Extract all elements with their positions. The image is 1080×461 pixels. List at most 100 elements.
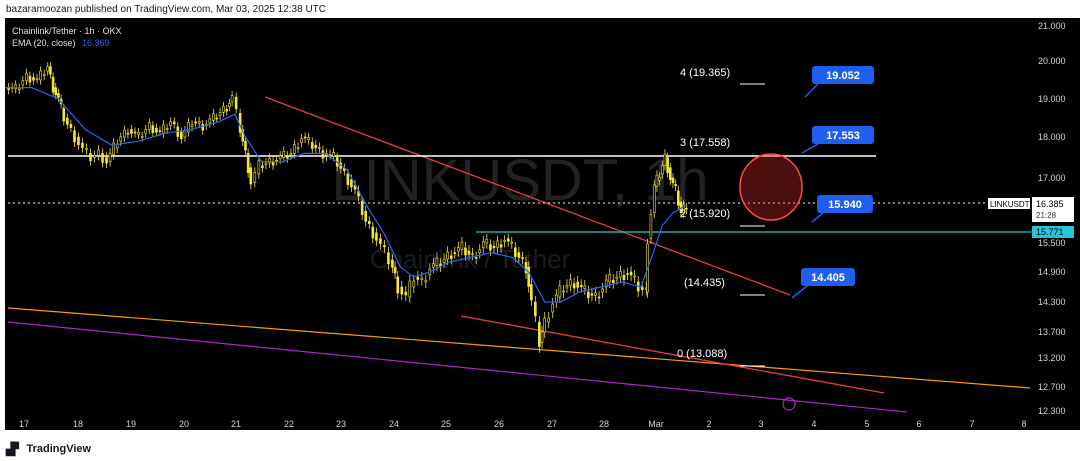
candle-body xyxy=(49,66,52,75)
target-callout-pointer xyxy=(804,83,819,98)
legend-ema-label: EMA (20, close) xyxy=(12,38,76,48)
target-callout-label: 14.405 xyxy=(811,272,845,284)
candle-body xyxy=(46,66,50,72)
orange-trendline xyxy=(7,307,1031,389)
candle-body xyxy=(257,160,261,175)
candle-body xyxy=(225,109,229,112)
fib-level-label: 2 (15.920) xyxy=(680,208,730,220)
ema-line xyxy=(5,86,687,303)
candle-body xyxy=(375,232,378,241)
y-tick-label: 21.000 xyxy=(1038,21,1066,31)
candle-body xyxy=(172,121,176,125)
candle-body xyxy=(187,122,190,133)
candle-body xyxy=(97,149,100,156)
y-tick-label: 19.000 xyxy=(1038,94,1066,104)
candle-body xyxy=(594,292,597,296)
candle-body xyxy=(81,142,84,148)
candle-body xyxy=(155,127,158,133)
candle-body xyxy=(551,303,555,313)
candle-body xyxy=(506,238,510,242)
x-tick-label: 4 xyxy=(811,419,816,429)
candle-body xyxy=(17,87,21,90)
candle-body xyxy=(261,165,264,168)
candle-body xyxy=(201,124,205,131)
candle-body xyxy=(151,125,155,133)
y-tick-label: 18.000 xyxy=(1038,132,1066,142)
candle-body xyxy=(420,277,424,280)
candle-body xyxy=(296,147,300,149)
candle-body xyxy=(393,266,397,274)
target-callout-box xyxy=(817,195,873,213)
candle-body xyxy=(194,121,197,124)
candle-body xyxy=(147,122,151,130)
candle-body xyxy=(321,150,325,159)
candle-body xyxy=(485,238,489,244)
candle-body xyxy=(51,76,55,93)
last-price-symbol: LINKUSDT xyxy=(990,200,1030,209)
candle-body xyxy=(105,157,108,164)
candle-body xyxy=(332,152,335,157)
event-marker-icon xyxy=(782,397,796,411)
candle-body xyxy=(435,257,439,266)
candle-body xyxy=(587,291,590,298)
candle-body xyxy=(579,285,583,287)
candle-body xyxy=(208,118,212,124)
purple-trendline xyxy=(7,321,908,413)
x-tick-label: 23 xyxy=(336,419,346,429)
candle-body xyxy=(565,285,569,288)
candle-body xyxy=(478,249,482,253)
candle-body xyxy=(489,244,492,251)
x-tick-label: 21 xyxy=(231,419,241,429)
candle-body xyxy=(446,251,449,260)
candle-body xyxy=(21,80,25,86)
candle-body xyxy=(162,124,165,134)
candle-body xyxy=(449,255,453,259)
candle-body xyxy=(660,165,664,175)
candle-body xyxy=(615,276,619,279)
candle-body xyxy=(69,124,73,128)
candle-body xyxy=(391,259,394,268)
candle-body xyxy=(608,274,612,283)
last-price-value: 16.385 xyxy=(1036,199,1064,209)
candle-body xyxy=(66,117,69,125)
candle-body xyxy=(400,286,404,295)
candle-body xyxy=(534,301,537,317)
cyan-level-value: 15.771 xyxy=(1036,227,1064,237)
candle-body xyxy=(527,266,530,287)
candle-body xyxy=(474,257,478,259)
candle-body xyxy=(112,142,115,156)
candle-body xyxy=(590,293,594,296)
candle-body xyxy=(619,271,622,278)
candle-body xyxy=(677,190,680,206)
y-tick-label: 14.300 xyxy=(1038,297,1066,307)
candle-body xyxy=(510,241,514,244)
candle-body xyxy=(93,155,96,158)
watermark-symbol: LINKUSDT, 1h xyxy=(331,148,708,213)
target-callout-box xyxy=(812,66,874,84)
x-tick-label: 20 xyxy=(179,419,189,429)
candle-body xyxy=(629,271,633,276)
y-tick-label: 13.200 xyxy=(1038,353,1066,363)
last-price-box xyxy=(1032,197,1074,222)
candle-body xyxy=(562,290,565,293)
candle-body xyxy=(569,279,572,286)
candle-body xyxy=(442,258,446,263)
candle-body xyxy=(364,210,368,222)
candle-body xyxy=(572,283,576,289)
target-callout-label: 15.940 xyxy=(828,199,862,211)
candle-body xyxy=(42,73,46,76)
upper-trendline xyxy=(264,96,791,296)
x-tick-label: 27 xyxy=(547,419,557,429)
candle-body xyxy=(649,214,653,239)
lower-trendline xyxy=(460,315,885,394)
candle-body xyxy=(218,112,222,116)
y-tick-label: 17.000 xyxy=(1038,173,1066,183)
candle-body xyxy=(671,177,675,184)
candle-body xyxy=(165,128,169,130)
candle-body xyxy=(35,78,39,80)
x-tick-label: 26 xyxy=(494,419,504,429)
y-tick-label: 20.000 xyxy=(1038,56,1066,66)
candle-body xyxy=(453,252,457,254)
candle-body xyxy=(464,247,467,256)
